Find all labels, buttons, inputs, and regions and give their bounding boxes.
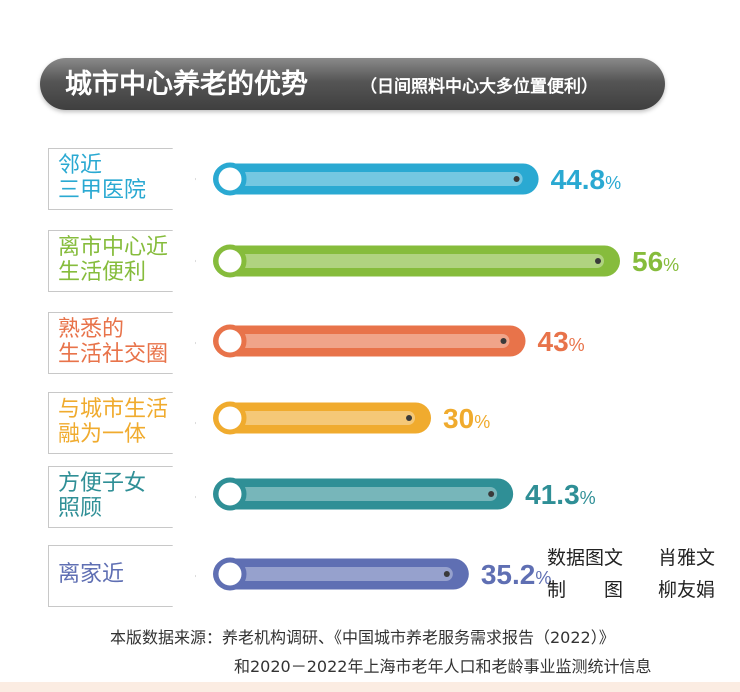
bar-end-dot bbox=[595, 258, 601, 264]
bar-track bbox=[229, 567, 453, 581]
bar-knob bbox=[213, 401, 247, 435]
value-label: 43% bbox=[538, 326, 585, 357]
bar-knob bbox=[213, 324, 247, 358]
source-note: 和2020－2022年上海市老年人口和老龄事业监测统计信息 bbox=[234, 657, 652, 676]
value-unit: % bbox=[580, 488, 596, 508]
bar-track bbox=[229, 172, 523, 186]
chart-subtitle: （日间照料中心大多位置便利） bbox=[360, 77, 598, 97]
bar-end-dot bbox=[488, 491, 495, 497]
credit-role: 数据图文 bbox=[547, 547, 624, 569]
category-box bbox=[48, 148, 196, 210]
category-label-line: 离市中心近 bbox=[58, 235, 169, 260]
category-box bbox=[48, 312, 196, 374]
value-unit: % bbox=[569, 335, 585, 355]
category-label-line: 融为一体 bbox=[58, 422, 147, 447]
category-label-line: 离家近 bbox=[58, 562, 125, 587]
bar bbox=[213, 325, 526, 357]
bar bbox=[213, 245, 620, 277]
credit-name: 肖雅文 bbox=[658, 547, 716, 569]
bar bbox=[213, 163, 539, 195]
bar-track bbox=[229, 334, 510, 348]
value-label: 56% bbox=[632, 246, 679, 277]
category-box bbox=[48, 545, 196, 607]
value-unit: % bbox=[605, 173, 621, 193]
category-label: 邻近 三甲医院 bbox=[58, 153, 146, 203]
title-banner bbox=[40, 58, 665, 110]
bar-end-dot bbox=[406, 415, 413, 421]
bar-track bbox=[229, 411, 416, 425]
category-label-line: 生活便利 bbox=[58, 260, 147, 285]
bar-knob bbox=[213, 244, 247, 278]
category-label-line: 与城市生活 bbox=[58, 397, 169, 422]
source-note: 本版数据来源：养老机构调研、《中国城市养老服务需求报告（2022）》 bbox=[110, 628, 615, 647]
bar-end-dot bbox=[513, 176, 520, 182]
category-label: 方便子女 照顾 bbox=[58, 471, 146, 521]
value-label: 44.8% bbox=[551, 164, 622, 195]
value-unit: % bbox=[474, 412, 490, 432]
bar-end-dot bbox=[500, 338, 507, 344]
category-label: 离市中心近 生活便利 bbox=[58, 235, 168, 285]
bar-track bbox=[229, 254, 604, 268]
bar-knob bbox=[213, 557, 247, 591]
bar-track bbox=[229, 487, 498, 501]
value-label: 41.3% bbox=[525, 479, 596, 510]
category-label: 熟悉的 生活社交圈 bbox=[58, 317, 168, 367]
category-label-line: 熟悉的 bbox=[58, 317, 125, 342]
category-box bbox=[48, 466, 196, 528]
category-label-line: 邻近 bbox=[58, 153, 103, 178]
bar-knob bbox=[213, 477, 247, 511]
value-label: 35.2% bbox=[481, 559, 552, 590]
credit-name: 柳友娟 bbox=[658, 579, 716, 601]
bar-end-dot bbox=[443, 571, 450, 577]
category-label-line: 方便子女 bbox=[58, 471, 147, 496]
chart-title: 城市中心养老的优势 bbox=[65, 69, 308, 100]
credit-role: 制 图 bbox=[547, 579, 624, 601]
value-unit: % bbox=[535, 568, 551, 588]
bar bbox=[213, 402, 432, 434]
value-label: 30% bbox=[443, 403, 490, 434]
category-label-line: 照顾 bbox=[58, 496, 103, 521]
bar bbox=[213, 558, 469, 590]
category-label-line: 三甲医院 bbox=[58, 178, 147, 203]
bottom-strip bbox=[0, 682, 740, 692]
category-label-line: 生活社交圈 bbox=[58, 342, 169, 367]
bar-knob bbox=[213, 162, 247, 196]
category-label: 离家近 bbox=[58, 562, 124, 587]
category-box bbox=[48, 392, 196, 454]
value-unit: % bbox=[663, 255, 679, 275]
category-box bbox=[48, 230, 196, 292]
bar bbox=[213, 478, 514, 510]
category-label: 与城市生活 融为一体 bbox=[58, 397, 168, 447]
